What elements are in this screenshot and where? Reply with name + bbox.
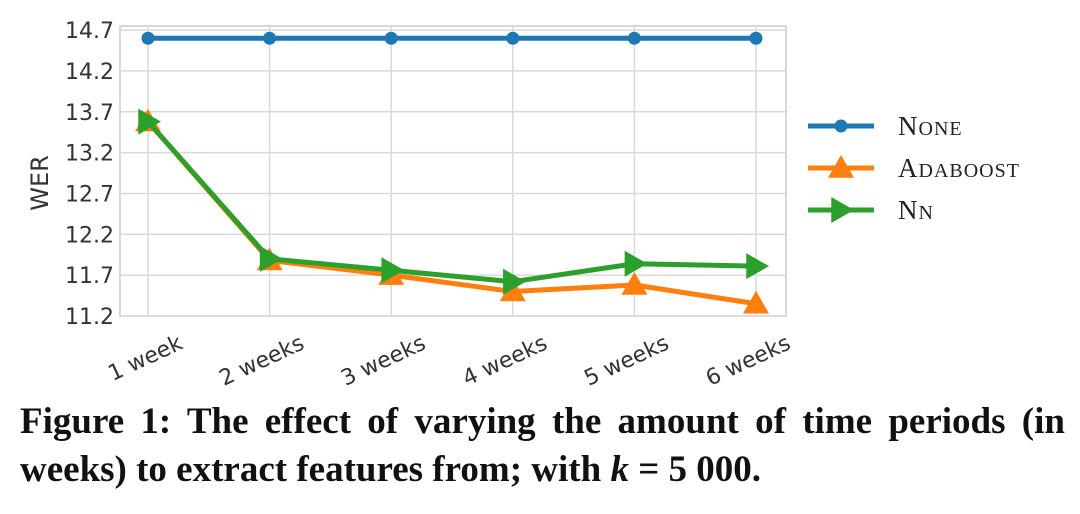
legend-marker [834, 119, 848, 133]
y-tick-label: 12.7 [65, 182, 114, 207]
series-lines [135, 31, 769, 314]
y-tick-label: 12.2 [65, 223, 114, 248]
legend-label: ADABOOST [898, 153, 1020, 183]
y-tick-label: 13.2 [65, 142, 114, 167]
legend-label: NN [898, 195, 934, 225]
caption-math-value: = 5 000. [628, 449, 762, 490]
x-tick-label: 4 weeks [459, 331, 551, 392]
data-point [506, 31, 520, 45]
y-tick-label: 14.2 [65, 60, 114, 85]
series-line [146, 119, 757, 285]
x-tick-label: 5 weeks [581, 331, 673, 392]
data-point [499, 278, 526, 302]
legend: NONE ADABOOST NN [808, 111, 1020, 225]
x-tick-label: 2 weeks [216, 331, 308, 392]
data-point [624, 250, 648, 277]
figure-caption: Figure 1: The effect of varying the amou… [20, 398, 1065, 494]
y-tick-label: 11.7 [65, 264, 114, 289]
series-none [141, 31, 763, 45]
data-point [503, 268, 526, 295]
data-point [141, 31, 155, 45]
x-tick-label: 6 weeks [702, 331, 794, 392]
legend-entry: NN [808, 195, 934, 225]
x-tick-label: 1 week [105, 331, 187, 387]
data-point [627, 31, 641, 45]
data-point [381, 257, 405, 284]
data-point [259, 245, 283, 272]
plot-frame [119, 25, 787, 317]
wer-line-chart: 11.2 11.7 12.2 12.7 13.2 13.7 14.2 14.7 1 week 2 … [26, 19, 1020, 392]
x-tick-label: 3 weeks [337, 331, 429, 392]
y-tick-label: 11.2 [65, 305, 114, 330]
legend-label: NONE [898, 111, 963, 141]
y-tick-label: 13.7 [65, 101, 114, 126]
data-point [749, 31, 763, 45]
data-point [384, 31, 398, 45]
data-point [743, 290, 769, 314]
grid-lines [119, 25, 787, 317]
data-point [621, 271, 648, 295]
data-point [263, 31, 277, 45]
series-nn [138, 108, 769, 295]
data-point [746, 253, 769, 280]
legend-entry: ADABOOST [808, 153, 1020, 183]
data-point [138, 108, 161, 135]
caption-text: Figure 1: The effect of varying the amou… [20, 401, 1065, 490]
legend-marker [828, 155, 854, 178]
y-tick-label: 14.7 [65, 19, 114, 44]
y-axis-title: WER [26, 155, 54, 211]
axes: 11.2 11.7 12.2 12.7 13.2 13.7 14.2 14.7 1 week 2 … [26, 19, 795, 392]
legend-marker [831, 197, 854, 223]
caption-math-variable: k [610, 449, 629, 490]
legend-entry: NONE [808, 111, 963, 141]
